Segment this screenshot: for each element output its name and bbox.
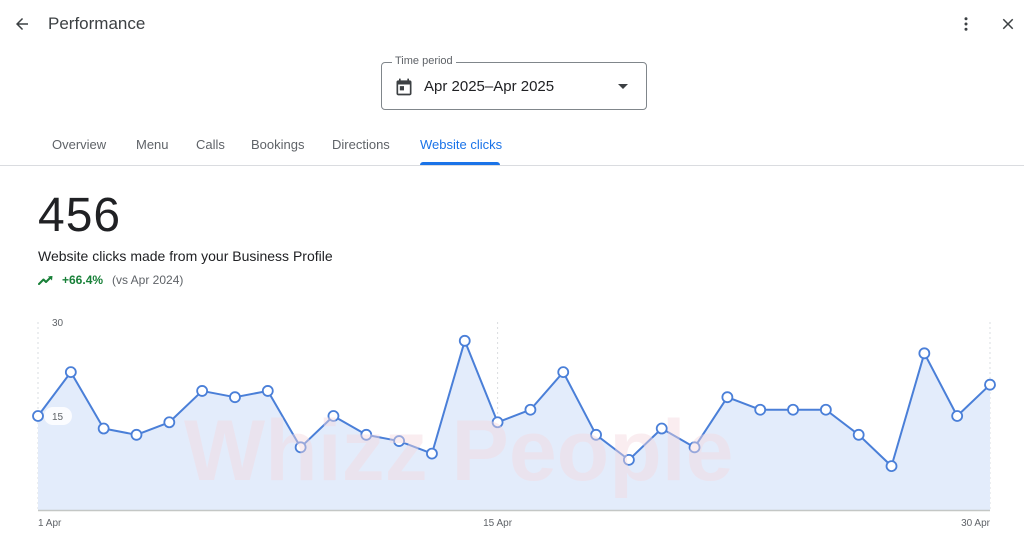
data-point — [852, 428, 865, 441]
tab-bar: Overview Menu Calls Bookings Directions … — [0, 126, 1024, 166]
data-point — [951, 410, 964, 422]
data-point — [458, 334, 471, 347]
data-point — [787, 403, 799, 416]
data-point — [97, 422, 110, 435]
series-line — [37, 339, 991, 468]
change-percentage: +66.4% — [62, 273, 104, 287]
data-point — [64, 366, 77, 379]
data-point — [261, 385, 274, 397]
tab-calls[interactable]: Calls — [196, 137, 225, 152]
data-point — [918, 347, 931, 360]
data-point — [688, 441, 701, 454]
active-tab-indicator — [420, 162, 500, 165]
time-period-value: Apr 2025–Apr 2025 — [424, 78, 555, 95]
data-point — [327, 410, 340, 422]
data-point — [229, 391, 241, 404]
data-point — [130, 428, 143, 441]
data-point — [524, 403, 537, 416]
tab-website-clicks[interactable]: Website clicks — [420, 137, 503, 152]
back-button[interactable] — [8, 10, 36, 38]
x-tick-label: 1 Apr — [38, 518, 62, 529]
x-tick-label: 15 Apr — [483, 518, 513, 529]
trending-up-icon — [38, 276, 53, 285]
time-period-label: Time period — [392, 55, 456, 67]
x-tick-label: 30 Apr — [961, 518, 991, 529]
data-point — [294, 441, 307, 454]
tab-bookings[interactable]: Bookings — [251, 137, 305, 152]
data-point — [655, 422, 668, 435]
y-tick-label: 30 — [52, 318, 64, 329]
more-vert-icon — [964, 17, 968, 31]
tab-directions[interactable]: Directions — [332, 137, 390, 152]
data-point — [196, 385, 209, 397]
data-point — [32, 410, 44, 422]
data-point — [393, 435, 406, 447]
page-title: Performance — [48, 14, 146, 33]
change-comparison: (vs Apr 2024) — [112, 273, 184, 287]
data-point — [360, 428, 373, 441]
tab-menu[interactable]: Menu — [136, 137, 169, 152]
data-point — [491, 416, 504, 429]
data-point — [163, 416, 176, 429]
top-bar: Performance — [0, 0, 1024, 48]
data-point — [721, 391, 734, 404]
total-clicks-value: 456 — [38, 189, 122, 242]
data-point — [819, 403, 832, 416]
tab-overview[interactable]: Overview — [52, 137, 107, 152]
metric-description: Website clicks made from your Business P… — [38, 248, 333, 264]
data-point — [754, 403, 767, 416]
time-period-select[interactable]: Time period Apr 2025–Apr 2025 — [381, 55, 647, 110]
close-icon — [1002, 18, 1014, 30]
data-point — [590, 428, 602, 441]
data-point — [557, 366, 570, 379]
series-area — [38, 340, 990, 510]
data-point — [622, 453, 635, 466]
chevron-down-icon — [618, 84, 628, 89]
data-point — [984, 378, 996, 391]
more-options-button[interactable] — [952, 10, 980, 38]
close-button[interactable] — [994, 10, 1022, 38]
arrow-back-icon — [16, 18, 28, 30]
website-clicks-chart: 15 30 1 Apr 15 Apr 30 Apr — [32, 318, 996, 529]
data-point — [885, 460, 898, 473]
data-point — [426, 447, 438, 460]
y-tick-label: 15 — [52, 412, 64, 423]
y-tick-label-background — [44, 407, 72, 425]
calendar-icon — [396, 78, 412, 96]
